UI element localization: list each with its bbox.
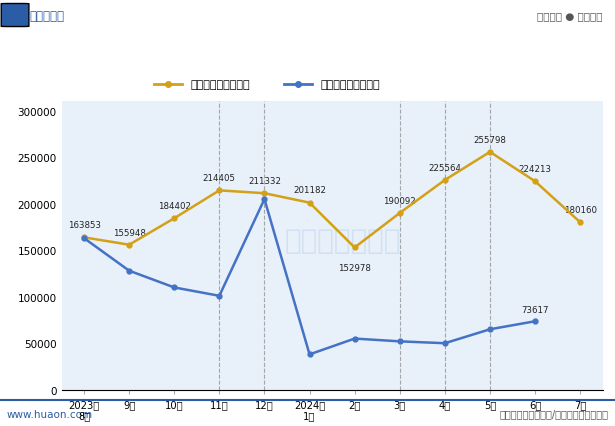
Text: 73617: 73617 bbox=[522, 305, 549, 314]
Text: 163853: 163853 bbox=[68, 221, 100, 230]
Text: 201182: 201182 bbox=[293, 186, 326, 195]
FancyBboxPatch shape bbox=[1, 4, 29, 27]
Text: 184402: 184402 bbox=[158, 201, 191, 210]
Text: 190092: 190092 bbox=[383, 196, 416, 205]
Text: www.huaon.com: www.huaon.com bbox=[6, 409, 92, 418]
Text: 225564: 225564 bbox=[429, 164, 461, 173]
Text: 180160: 180160 bbox=[564, 205, 597, 215]
Text: 专业严谨 ● 客观科学: 专业严谨 ● 客观科学 bbox=[537, 11, 603, 21]
Text: 华经情报网: 华经情报网 bbox=[30, 9, 65, 23]
Text: 255798: 255798 bbox=[474, 135, 506, 144]
Text: 214405: 214405 bbox=[203, 174, 236, 183]
Text: 2023-2024年东莞松山湖高新技术产业开发区(境内目的地/货源地)进、出口额: 2023-2024年东莞松山湖高新技术产业开发区(境内目的地/货源地)进、出口额 bbox=[132, 43, 483, 58]
Text: 224213: 224213 bbox=[518, 165, 552, 174]
Text: 211332: 211332 bbox=[248, 177, 281, 186]
Text: 152978: 152978 bbox=[338, 263, 371, 272]
Text: 资料来源：中国海关/华经产业研究院整理: 资料来源：中国海关/华经产业研究院整理 bbox=[500, 409, 609, 418]
Text: 华经产业研究院: 华经产业研究院 bbox=[285, 226, 401, 254]
Text: 155948: 155948 bbox=[113, 228, 146, 237]
Legend: 出口总额（千美元）, 进口总额（千美元）: 出口总额（千美元）, 进口总额（千美元） bbox=[150, 76, 384, 95]
